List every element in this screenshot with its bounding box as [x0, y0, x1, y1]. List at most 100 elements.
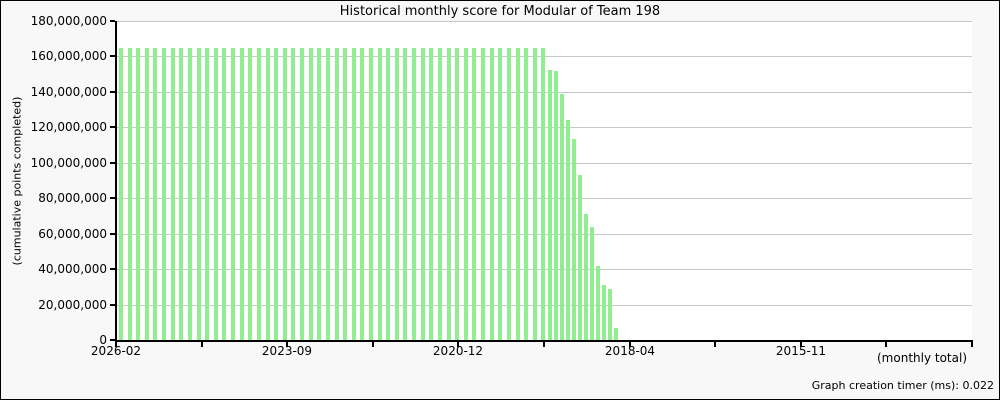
bar: [412, 48, 417, 340]
y-tick-mark: [110, 268, 115, 270]
bar: [590, 227, 594, 340]
bar: [420, 48, 425, 340]
y-tick-label: 80,000,000: [38, 191, 107, 205]
x-tick-label: 2026-02: [90, 344, 142, 358]
bar: [578, 175, 582, 340]
x-tick-mark: [372, 342, 374, 347]
bar: [360, 48, 365, 340]
bar: [127, 48, 132, 340]
x-axis-title: (monthly total): [877, 351, 967, 365]
x-tick-mark: [457, 342, 459, 347]
x-tick-mark: [201, 342, 203, 347]
bar: [291, 48, 296, 340]
y-tick-label: 180,000,000: [30, 14, 107, 28]
bar: [368, 48, 373, 340]
bar: [136, 48, 141, 340]
bar: [446, 48, 451, 340]
y-tick-label: 120,000,000: [30, 120, 107, 134]
bar: [213, 48, 218, 340]
y-tick-mark: [110, 126, 115, 128]
y-tick-mark: [110, 233, 115, 235]
bar: [608, 289, 612, 340]
x-tick-mark: [629, 342, 631, 347]
bar: [205, 48, 210, 340]
bar: [239, 48, 244, 340]
bar: [179, 48, 184, 340]
bar: [386, 48, 391, 340]
bar: [481, 48, 486, 340]
y-tick-mark: [110, 339, 115, 341]
bar: [222, 48, 227, 340]
bar: [196, 48, 201, 340]
y-tick-mark: [110, 304, 115, 306]
x-tick-mark: [971, 342, 973, 347]
bar: [541, 48, 546, 340]
y-tick-label: 100,000,000: [30, 156, 107, 170]
x-tick-label: 2015-11: [775, 344, 827, 358]
bar: [515, 48, 520, 340]
bar: [472, 48, 477, 340]
bar: [614, 328, 618, 340]
y-tick-label: 140,000,000: [30, 85, 107, 99]
bar: [187, 48, 192, 340]
y-tick-label: 0: [99, 333, 107, 347]
bar: [463, 48, 468, 340]
x-axis-spine: [115, 340, 973, 342]
bar: [572, 139, 576, 340]
bar: [437, 48, 442, 340]
bar: [170, 48, 175, 340]
bar: [317, 48, 322, 340]
y-tick-mark: [110, 197, 115, 199]
gridline: [116, 21, 972, 22]
bar: [524, 48, 529, 340]
bar: [343, 48, 348, 340]
x-tick-mark: [115, 342, 117, 347]
x-tick-label: 2018-04: [604, 344, 656, 358]
bar: [403, 48, 408, 340]
bar: [274, 48, 279, 340]
bar: [596, 266, 600, 340]
bar: [489, 48, 494, 340]
y-tick-label: 60,000,000: [38, 227, 107, 241]
bar: [231, 48, 236, 340]
bar: [377, 48, 382, 340]
y-tick-label: 160,000,000: [30, 49, 107, 63]
x-tick-mark: [885, 342, 887, 347]
y-tick-label: 40,000,000: [38, 262, 107, 276]
bar: [282, 48, 287, 340]
bar: [554, 71, 558, 340]
y-tick-mark: [110, 55, 115, 57]
y-tick-mark: [110, 162, 115, 164]
bar: [119, 48, 123, 340]
y-tick-mark: [110, 91, 115, 93]
bar: [153, 48, 158, 340]
bar: [256, 48, 261, 340]
y-tick-mark: [110, 20, 115, 22]
chart-title: Historical monthly score for Modular of …: [339, 4, 661, 19]
bar: [325, 48, 330, 340]
bar: [548, 70, 552, 340]
x-tick-mark: [286, 342, 288, 347]
bar: [498, 48, 503, 340]
bar: [162, 48, 167, 340]
bar: [308, 48, 313, 340]
bar: [351, 48, 356, 340]
bar: [532, 48, 537, 340]
bar: [394, 48, 399, 340]
x-tick-label: 2023-09: [261, 344, 313, 358]
bar: [300, 48, 305, 340]
x-tick-mark: [543, 342, 545, 347]
plot-area: [116, 21, 972, 340]
bar: [248, 48, 253, 340]
x-tick-label: 2020-12: [432, 344, 484, 358]
bar: [566, 120, 570, 340]
x-tick-mark: [714, 342, 716, 347]
y-tick-label: 20,000,000: [38, 298, 107, 312]
bar: [265, 48, 270, 340]
bar: [455, 48, 460, 340]
bar: [602, 285, 606, 340]
bar: [584, 214, 588, 340]
graph-timer: Graph creation timer (ms): 0.022: [811, 379, 994, 392]
bar: [429, 48, 434, 340]
